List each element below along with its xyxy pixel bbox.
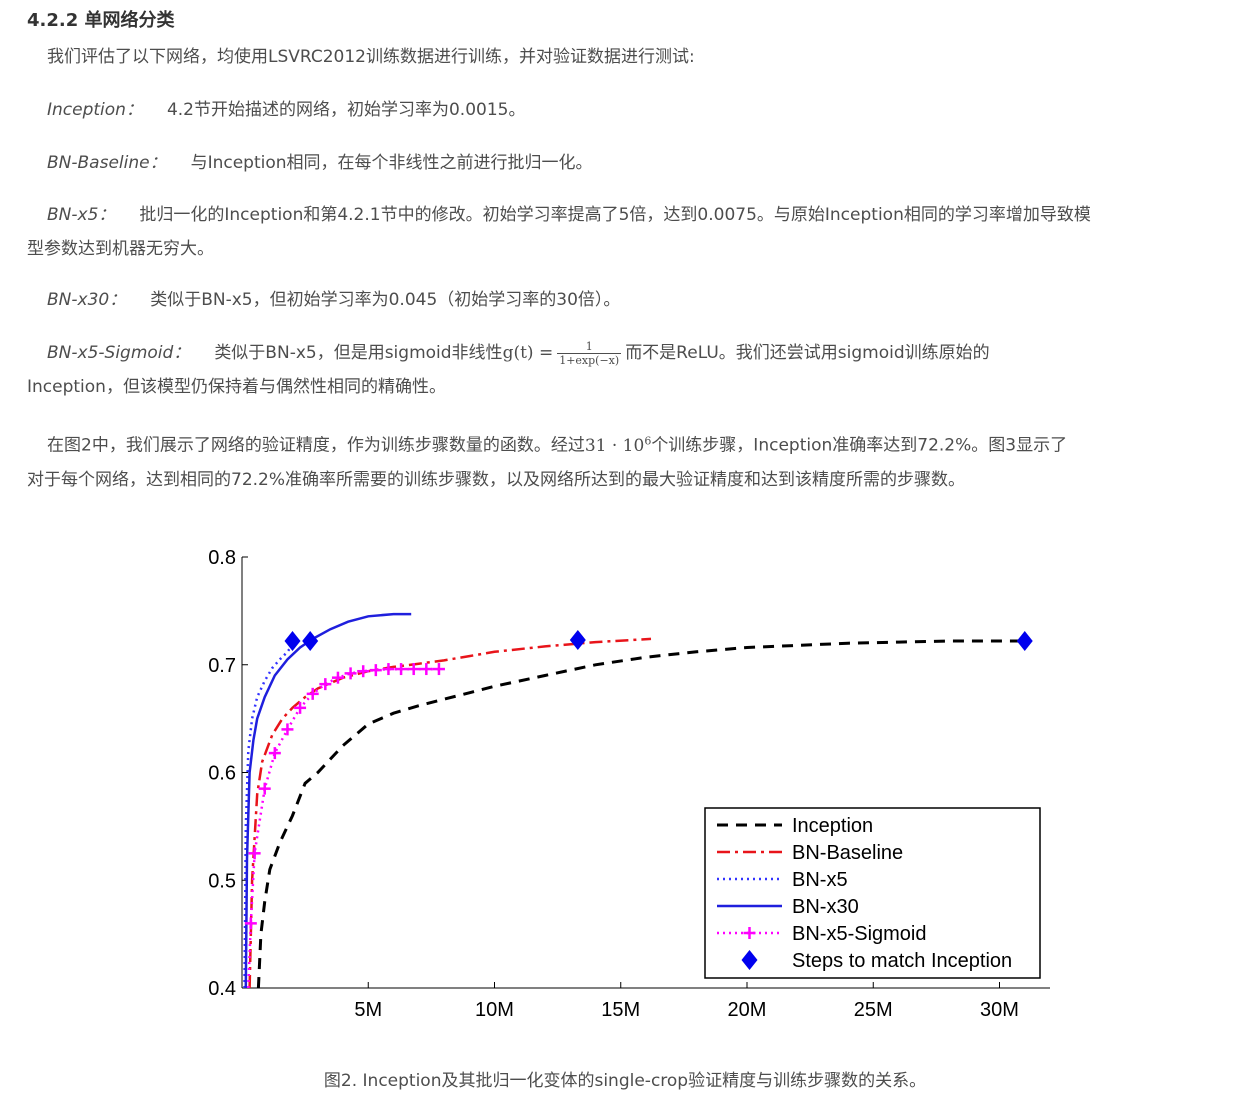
series-line-bn-x5 — [243, 640, 297, 989]
x-tick-label: 30M — [980, 999, 1019, 1021]
desc-bn-x5-sigmoid-a: 类似于BN-x5，但是用sigmoid非线性 — [214, 343, 503, 363]
series-line-bn-x5-sigmoid — [247, 667, 439, 989]
series-inception — [256, 639, 1025, 989]
summary-math: 31 · 106 — [584, 434, 652, 456]
legend-label: BN-x5-Sigmoid — [792, 923, 926, 945]
y-tick-label: 0.8 — [208, 547, 236, 569]
summary-paragraph: 在图2中，我们展示了网络的验证精度，作为训练步骤数量的函数。经过31 · 106… — [27, 424, 1225, 497]
x-tick-label: 25M — [854, 999, 893, 1021]
desc-bn-x5-sigmoid-b: 而不是ReLU。我们还尝试用sigmoid训练原始的 — [625, 343, 990, 363]
data-point-diamond — [569, 629, 586, 650]
item-inception: Inception： 4.2节开始描述的网络，初始学习率为0.0015。 — [27, 93, 1225, 127]
y-tick-label: 0.6 — [208, 763, 236, 785]
term-bn-x5-sigmoid: BN-x5-Sigmoid： — [47, 343, 191, 363]
chart-legend: Inception BN-Baseline BN-x5 BN-x30 BN-x5-Sig… — [704, 807, 1041, 979]
desc-bn-baseline: 与Inception相同，在每个非线性之前进行批归一化。 — [190, 153, 593, 173]
series-bn-x30 — [244, 612, 412, 989]
legend-label: BN-x5 — [792, 869, 848, 891]
legend-label: BN-Baseline — [792, 842, 903, 864]
data-point-diamond — [284, 631, 301, 652]
intro-paragraph: 我们评估了以下网络，均使用LSVRC2012训练数据进行训练，并对验证数据进行测… — [27, 40, 1225, 74]
series-line-bn-x30 — [244, 612, 412, 989]
item-bn-x30: BN-x30： 类似于BN-x5，但初始学习率为0.045（初始学习率的30倍）。 — [27, 283, 1225, 317]
figure-caption: 图2. Inception及其批归一化变体的single-crop验证精度与训练… — [323, 1071, 927, 1091]
x-tick-label: 15M — [601, 999, 640, 1021]
summary-text-c: 对于每个网络，达到相同的72.2%准确率所需要的训练步骤数，以及网络所达到的最大… — [27, 469, 966, 490]
item-bn-x5-sigmoid: BN-x5-Sigmoid： 类似于BN-x5，但是用sigmoid非线性g(t)… — [27, 336, 1225, 404]
formula-lhs: g(t) = — [502, 343, 554, 363]
data-point-diamond — [1016, 631, 1033, 652]
desc-inception: 4.2节开始描述的网络，初始学习率为0.0015。 — [166, 100, 526, 120]
desc-bn-x5-line2: 型参数达到机器无穷大。 — [27, 239, 214, 259]
legend-label: Inception — [792, 815, 873, 837]
accuracy-chart: 0.4 0.5 0.6 0.7 0.8 5M 10M 15M 20M 25M 30M Inceptio… — [208, 547, 1050, 1021]
series-line-bn-baseline — [248, 637, 652, 989]
x-tick-label: 20M — [728, 999, 767, 1021]
term-bn-baseline: BN-Baseline： — [47, 153, 167, 173]
section-heading: 4.2.2 单网络分类 — [27, 6, 175, 32]
desc-bn-x5-sigmoid-c: Inception，但该模型仍保持着与偶然性相同的精确性。 — [27, 377, 446, 397]
term-bn-x30: BN-x30： — [47, 290, 127, 310]
series-bn-baseline — [248, 637, 652, 989]
y-tick-label: 0.5 — [208, 870, 236, 892]
item-bn-x5: BN-x5： 批归一化的Inception和第4.2.1节中的修改。初始学习率提高… — [27, 198, 1225, 266]
summary-text-a: 在图2中，我们展示了网络的验证精度，作为训练步骤数量的函数。经过 — [47, 435, 585, 456]
summary-math-base: 31 · 10 — [584, 435, 645, 456]
legend-swatch-diamond — [741, 950, 758, 970]
fraction-denominator: 1+exp(−x) — [559, 353, 620, 367]
series-bn-x5-sigmoid — [244, 663, 445, 989]
summary-math-exp: 6 — [644, 434, 652, 447]
legend-label: BN-x30 — [792, 896, 859, 918]
section-number: 4.2.2 — [27, 10, 79, 31]
series-bn-x5 — [243, 640, 297, 989]
item-bn-baseline: BN-Baseline： 与Inception相同，在每个非线性之前进行批归一化。 — [27, 146, 1225, 180]
y-tick-label: 0.7 — [208, 655, 236, 677]
legend-label: Steps to match Inception — [792, 950, 1012, 972]
series-steps-to-match-inception — [284, 629, 1033, 652]
term-bn-x5: BN-x5： — [47, 205, 116, 225]
fraction-numerator: 1 — [557, 340, 622, 354]
series-line-inception — [256, 639, 1025, 989]
formula-fraction: 1 1+exp(−x) — [557, 340, 622, 367]
term-inception: Inception： — [47, 100, 143, 120]
x-tick-label: 10M — [475, 999, 514, 1021]
y-tick-label: 0.4 — [208, 978, 236, 1000]
section-title: 单网络分类 — [84, 10, 175, 31]
desc-bn-x5-line1: 批归一化的Inception和第4.2.1节中的修改。初始学习率提高了5倍，达到… — [139, 205, 1091, 225]
data-point-diamond — [302, 631, 319, 652]
desc-bn-x30: 类似于BN-x5，但初始学习率为0.045（初始学习率的30倍）。 — [150, 290, 621, 310]
x-tick-label: 5M — [354, 999, 382, 1021]
intro-text: 我们评估了以下网络，均使用LSVRC2012训练数据进行训练，并对验证数据进行测… — [47, 47, 695, 67]
legend-box — [704, 807, 1041, 979]
summary-text-b: 个训练步骤，Inception准确率达到72.2%。图3显示了 — [651, 435, 1068, 456]
